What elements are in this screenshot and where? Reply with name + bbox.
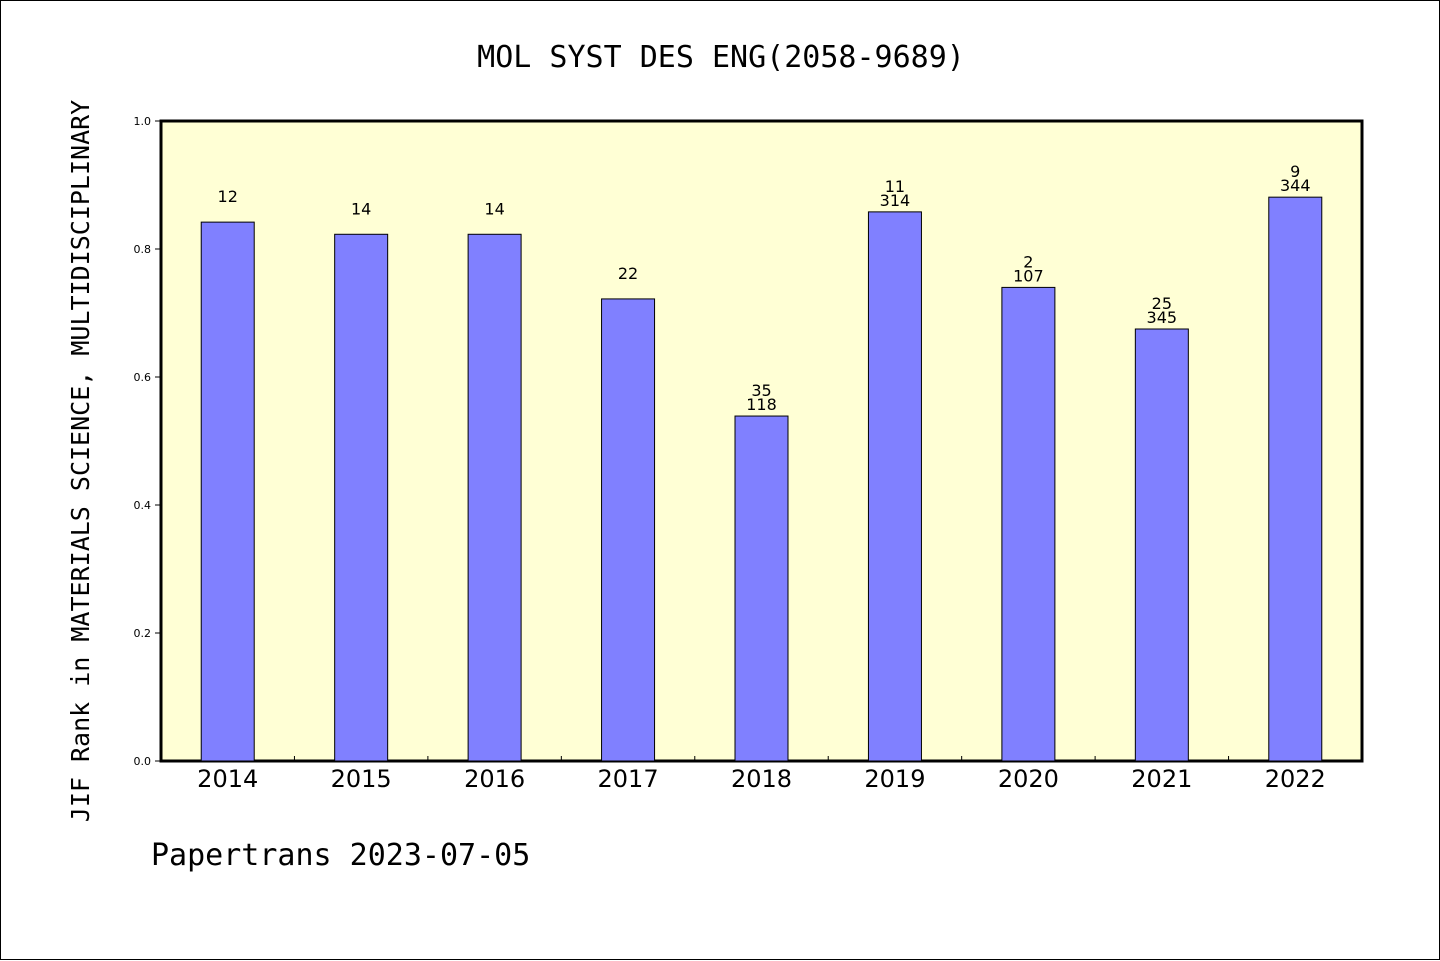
bar-2015 xyxy=(334,233,389,762)
bar-data-label: 2 xyxy=(1023,252,1033,271)
bar-2019 xyxy=(867,211,922,762)
y-axis-label: JIF Rank in MATERIALS SCIENCE, MULTIDISC… xyxy=(66,100,95,822)
y-axis-ticks: 0.0 0.2 0.4 0.6 0.8 1.0 xyxy=(134,115,1230,768)
bar-data-label: 118 xyxy=(746,395,777,414)
bar-2020 xyxy=(1001,286,1056,762)
bar-data-label: 22 xyxy=(618,264,638,283)
x-tick-label: 2022 xyxy=(1265,765,1326,793)
bar-2018 xyxy=(734,415,789,762)
bar-data-label: 25 xyxy=(1152,294,1172,313)
bar-2021 xyxy=(1134,328,1189,762)
y-tick-label: 1.0 xyxy=(134,115,152,128)
x-tick-label: 2021 xyxy=(1131,765,1192,793)
chart-title: MOL SYST DES ENG(2058-9689) xyxy=(477,40,965,75)
x-tick-label: 2014 xyxy=(197,765,258,793)
x-tick-label: 2018 xyxy=(731,765,792,793)
bar-2022 xyxy=(1268,196,1323,762)
bar-data-label: 107 xyxy=(1013,266,1044,285)
x-tick-label: 2016 xyxy=(464,765,525,793)
y-tick-label: 0.0 xyxy=(134,755,152,768)
y-tick-label: 0.6 xyxy=(134,371,152,384)
y-tick-label: 0.8 xyxy=(134,243,152,256)
footer-source-date: Papertrans 2023-07-05 xyxy=(151,838,530,873)
x-tick-label: 2015 xyxy=(331,765,392,793)
bar-data-label: 14 xyxy=(484,199,504,218)
bar-2016 xyxy=(467,233,522,762)
x-tick-label: 2017 xyxy=(598,765,659,793)
bar-2014 xyxy=(200,221,255,762)
bar-data-label: 35 xyxy=(751,381,771,400)
bars-group xyxy=(200,196,1323,762)
x-tick-label: 2019 xyxy=(864,765,925,793)
x-axis-tick-labels: 2014 2015 2016 2017 2018 2019 2020 2021 2022 xyxy=(197,765,1326,793)
bar-data-label: 11 xyxy=(885,177,905,196)
y-tick-label: 0.2 xyxy=(134,627,152,640)
bar-data-label: 9 xyxy=(1290,162,1300,181)
bar-data-label: 14 xyxy=(351,199,371,218)
y-tick-label: 0.4 xyxy=(134,499,152,512)
bar-data-label: 344 xyxy=(1280,176,1311,195)
bar-2017 xyxy=(601,298,656,762)
bar-data-label: 345 xyxy=(1147,308,1178,327)
bar-data-label: 12 xyxy=(218,187,238,206)
x-tick-label: 2020 xyxy=(998,765,1059,793)
bar-data-label: 314 xyxy=(880,191,911,210)
